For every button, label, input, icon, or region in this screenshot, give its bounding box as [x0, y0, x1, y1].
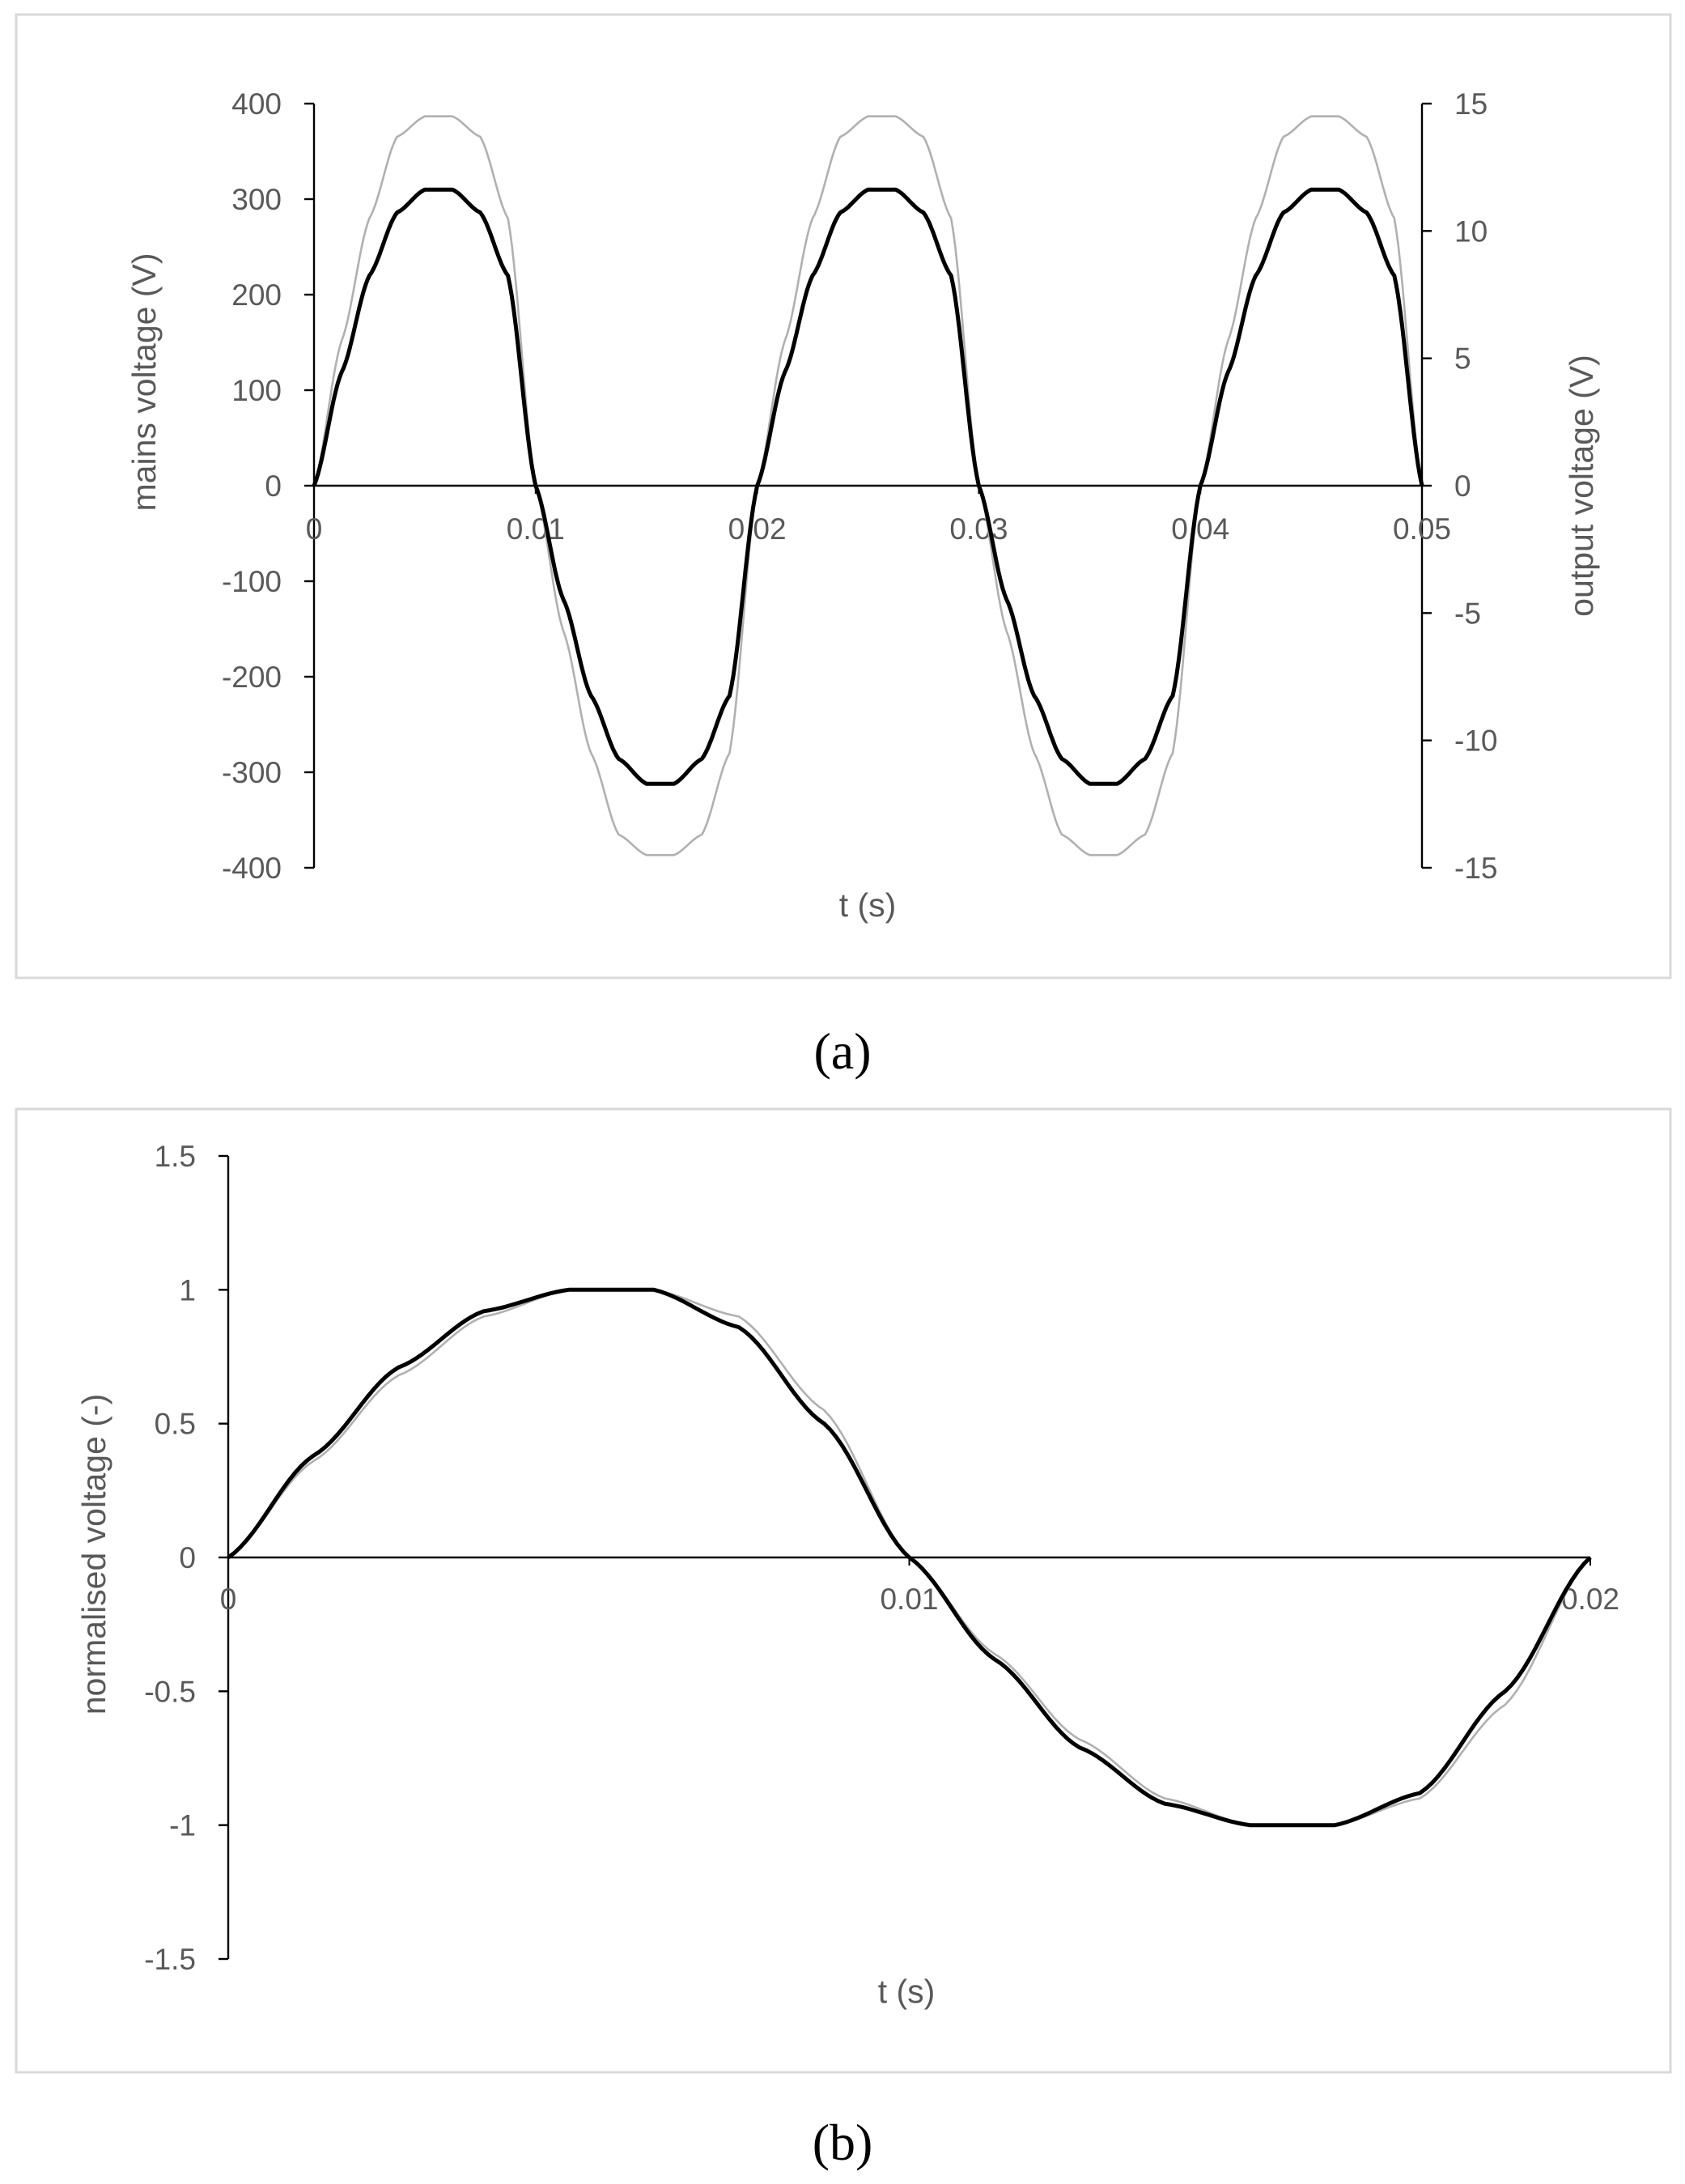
x-tick-label: 0.05 — [1393, 512, 1451, 546]
y-tick-label: -300 — [222, 756, 282, 789]
x-tick-label: 0.02 — [1561, 1583, 1619, 1616]
y-tick-label: 0 — [179, 1541, 196, 1574]
y-tick-label: -0.5 — [144, 1675, 196, 1708]
chart-a-series — [312, 115, 1424, 856]
y-tick-label: 200 — [231, 278, 282, 312]
chart-b-tick-labels: 1.5 1 0.5 0 -0.5 -1 -1.5 0 0.01 0.02 — [144, 1140, 1619, 1976]
chart-b-y-axis-label: normalised voltage (-) — [75, 1394, 112, 1715]
y2-tick-label: 10 — [1454, 215, 1488, 248]
x-tick-label: 0 — [220, 1583, 237, 1616]
y-tick-label: -100 — [222, 565, 282, 598]
series-line-black — [227, 1287, 1592, 1828]
x-tick-label: 0.01 — [880, 1583, 938, 1616]
y-tick-label: -1 — [169, 1809, 196, 1842]
chart-a-border — [15, 13, 1672, 979]
y2-tick-label: -5 — [1454, 597, 1481, 630]
y-tick-label: 400 — [231, 87, 282, 121]
y2-tick-label: 5 — [1454, 342, 1471, 376]
y-tick-label: 1.5 — [155, 1140, 196, 1173]
chart-a-y-axis-label: mains voltage (V) — [125, 253, 163, 511]
chart-b-border — [15, 1107, 1672, 2074]
caption-b: (b) — [813, 2114, 873, 2171]
y-tick-label: -1.5 — [144, 1943, 196, 1976]
chart-a-x-axis-label: t (s) — [839, 886, 897, 924]
panel-b: 1.5 1 0.5 0 -0.5 -1 -1.5 0 0.01 0.02 t (s) normal… — [15, 1107, 1672, 2074]
y-tick-label: 0.5 — [155, 1408, 196, 1441]
y2-tick-label: -10 — [1454, 724, 1497, 758]
series-line-grey — [312, 115, 1424, 856]
x-tick-label: 0.03 — [949, 512, 1008, 546]
y-tick-label: -200 — [222, 661, 282, 694]
chart-b-x-axis-label: t (s) — [878, 1973, 936, 2010]
caption-a: (a) — [813, 1022, 871, 1080]
y-tick-label: 100 — [231, 374, 282, 407]
y2-tick-label: -15 — [1454, 852, 1497, 885]
series-line-black — [312, 187, 1424, 786]
y2-tick-label: 0 — [1454, 470, 1471, 503]
chart-a-y2-axis-label: output voltage (V) — [1563, 355, 1600, 617]
x-tick-label: 0.01 — [507, 512, 565, 546]
x-tick-label: 0.04 — [1171, 512, 1229, 546]
y-tick-label: 300 — [231, 183, 282, 216]
y-tick-label: 1 — [179, 1273, 196, 1307]
x-tick-label: 0.02 — [728, 512, 787, 546]
y-tick-label: 0 — [265, 470, 282, 503]
x-tick-label: 0 — [306, 512, 323, 546]
chart-b-series — [227, 1287, 1592, 1828]
y2-tick-label: 15 — [1454, 87, 1488, 121]
y-tick-label: -400 — [222, 852, 282, 885]
